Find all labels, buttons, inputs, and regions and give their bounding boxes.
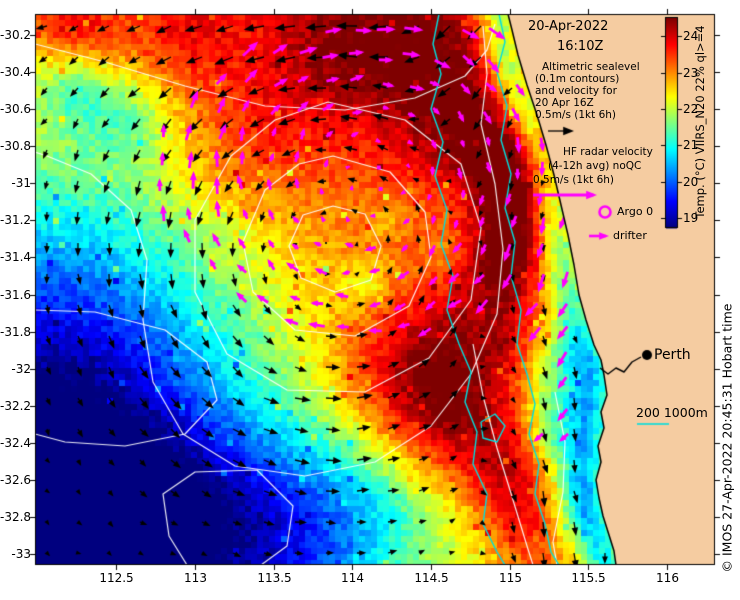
y-tick-label: -31.2 <box>0 212 32 227</box>
colorbar-tick-label: 23 <box>683 65 699 80</box>
x-tick-label: 116 <box>656 571 679 585</box>
y-tick-label: -32.2 <box>0 398 32 413</box>
y-tick-label: -30.8 <box>0 138 32 153</box>
x-tick-label: 112.5 <box>99 571 134 585</box>
colorbar-tick-label: 24 <box>683 28 699 43</box>
y-tick-label: -30.2 <box>0 27 32 42</box>
hf-note-line: 0.5m/s (1kt 6h) <box>533 174 615 186</box>
x-tick-label: 113 <box>184 571 207 585</box>
colorbar-title: Temp. (°C) VIIRS_N20 22% ql>=4 <box>693 25 707 219</box>
copyright-label: © IMOS 27-Apr-2022 20:45:31 Hobart time <box>719 303 735 573</box>
bathymetry-scale-label: 200 1000m <box>636 405 708 420</box>
colorbar-tick-label: 22 <box>683 101 699 116</box>
altimetric-note-line: 0.5m/s (1kt 6h) <box>535 109 617 121</box>
y-tick-label: -31.6 <box>0 287 32 302</box>
altimetric-note-line: (0.1m contours) <box>535 73 620 85</box>
y-tick-label: -32 <box>11 361 31 376</box>
y-tick-label: -30.4 <box>0 64 32 79</box>
y-tick-label: -30.6 <box>0 101 32 116</box>
x-tick-label: 115.5 <box>571 571 606 585</box>
colorbar-tick-label: 21 <box>683 137 699 152</box>
time-label: 16:10Z <box>557 39 604 54</box>
altimetric-note-line: and velocity for <box>535 85 617 97</box>
colorbar-tick-label: 20 <box>683 174 699 189</box>
y-tick-label: -32.6 <box>0 472 32 487</box>
colorbar-tick-label: 19 <box>683 210 699 225</box>
y-tick-label: -31.4 <box>0 249 32 264</box>
y-tick-label: -32.8 <box>0 509 32 524</box>
city-label: Perth <box>654 347 691 363</box>
date-label: 20-Apr-2022 <box>528 19 609 34</box>
x-tick-label: 114 <box>341 571 364 585</box>
argo-legend-label: Argo 0 <box>617 205 654 218</box>
hf-note-line: (4-12h avg) noQC <box>548 160 642 172</box>
x-tick-label: 115 <box>499 571 522 585</box>
y-tick-label: -33 <box>11 546 31 561</box>
x-tick-label: 114.5 <box>414 571 449 585</box>
y-tick-label: -32.4 <box>0 435 32 450</box>
y-tick-label: -31.8 <box>0 324 32 339</box>
drifter-legend-label: drifter <box>613 229 647 242</box>
y-tick-label: -31 <box>11 175 31 190</box>
x-tick-label: 113.5 <box>257 571 292 585</box>
altimetric-note-line: 20 Apr 16Z <box>535 97 594 109</box>
hf-note-line: HF radar velocity <box>563 146 653 158</box>
altimetric-note-line: Altimetric sealevel <box>542 61 640 73</box>
